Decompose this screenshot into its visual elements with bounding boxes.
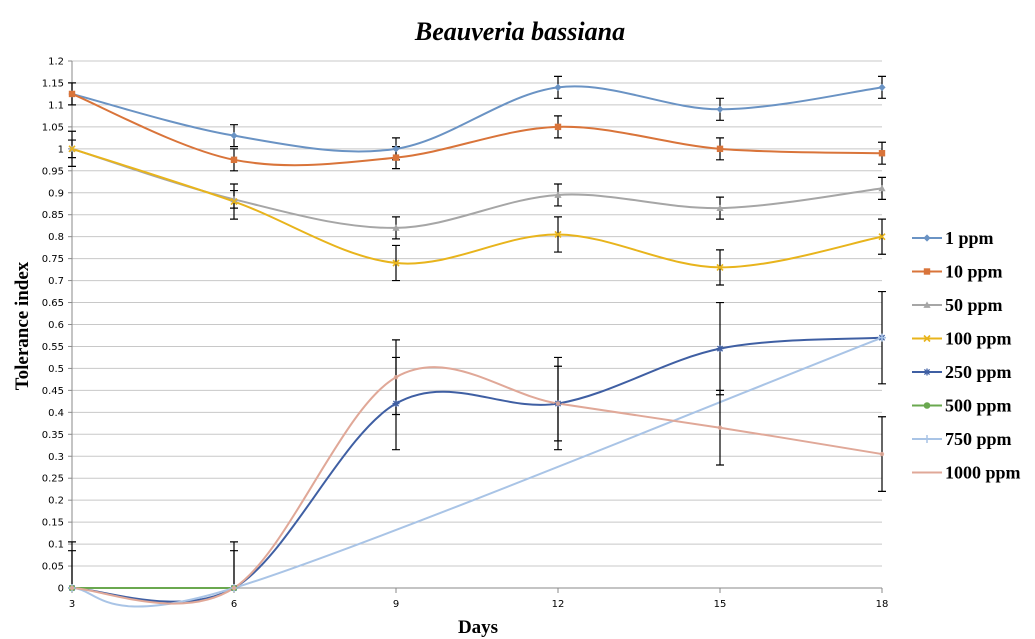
y-tick-label: 0.1: [48, 540, 64, 551]
data-point-100-ppm: [68, 145, 76, 153]
y-tick-label: 0.85: [42, 210, 64, 221]
y-tick-label: 0.55: [42, 342, 64, 353]
x-tick-label: 15: [714, 599, 727, 610]
y-tick-label: 0.45: [42, 386, 64, 397]
legend-label: 1 ppm: [945, 228, 994, 248]
legend-marker-1-ppm: [923, 234, 931, 242]
legend-label: 50 ppm: [945, 295, 1003, 315]
legend-label: 100 ppm: [945, 329, 1012, 349]
y-tick-label: 0.25: [42, 474, 64, 485]
legend-marker-250-ppm: [923, 368, 931, 376]
y-tick-label: 1.1: [48, 100, 64, 111]
data-point-50-ppm: [878, 184, 886, 192]
series-line-1000-ppm: [71, 366, 883, 605]
data-point-1000-ppm: [879, 451, 885, 457]
data-point-1000-ppm: [231, 585, 237, 591]
legend-marker-750-ppm: [923, 435, 931, 443]
data-point-10-ppm: [554, 123, 562, 131]
legend-label: 10 ppm: [945, 262, 1003, 282]
legend-label: 1000 ppm: [945, 463, 1021, 483]
x-tick-label: 9: [393, 599, 399, 610]
legend-marker-500-ppm: [923, 402, 931, 409]
y-tick-label: 0.65: [42, 298, 64, 309]
data-point-10-ppm: [878, 150, 886, 157]
legend: 1 ppm 10 ppm 50 ppm 100 ppm 250 ppm 500 ppm 75…: [912, 228, 1021, 483]
y-tick-label: 0.05: [42, 562, 64, 573]
data-point-100-ppm: [716, 263, 724, 271]
y-tick-label: 0.7: [48, 276, 64, 287]
y-axis-ticks: 0 0.05 0.1 0.15 0.2 0.25 0.3 0.35 0.4 0.45 0.5 0.55…: [42, 57, 72, 595]
error-bar: [68, 550, 76, 589]
series-lines: [71, 85, 883, 608]
legend-label: 250 ppm: [945, 362, 1012, 382]
y-tick-label: 0.5: [48, 364, 64, 375]
legend-marker-100-ppm: [923, 334, 931, 343]
data-point-100-ppm: [392, 259, 400, 267]
y-tick-label: 0.8: [48, 232, 64, 243]
y-tick-label: 0.35: [42, 430, 64, 441]
series-line-750-ppm: [71, 336, 883, 608]
data-point-1000-ppm: [393, 375, 399, 380]
y-tick-label: 0: [58, 584, 64, 595]
legend-marker-10-ppm: [923, 268, 931, 275]
y-tick-label: 1.05: [42, 122, 64, 133]
data-point-100-ppm: [230, 197, 238, 206]
data-point-10-ppm: [716, 145, 724, 153]
y-tick-label: 1.2: [48, 57, 64, 68]
data-points: [68, 83, 886, 592]
data-point-250-ppm: [716, 345, 724, 353]
data-point-1000-ppm: [69, 585, 75, 591]
gridlines: [72, 60, 882, 589]
legend-marker-50-ppm: [923, 301, 931, 308]
series-line-250-ppm: [71, 336, 883, 603]
chart-title: Beauveria bassiana: [414, 17, 625, 46]
y-tick-label: 0.9: [48, 188, 64, 199]
y-tick-label: 1: [58, 144, 64, 155]
y-tick-label: 0.2: [48, 496, 64, 507]
series-line-10-ppm: [71, 93, 883, 167]
x-tick-label: 6: [231, 599, 237, 610]
series-line-1-ppm: [71, 85, 883, 153]
y-tick-label: 0.6: [48, 320, 64, 331]
x-tick-label: 18: [876, 599, 889, 610]
data-point-100-ppm: [878, 233, 886, 241]
data-point-1-ppm: [392, 145, 400, 153]
data-point-10-ppm: [230, 156, 238, 164]
x-axis-label: Days: [458, 617, 498, 638]
data-point-50-ppm: [554, 191, 562, 198]
y-tick-label: 0.95: [42, 166, 64, 177]
y-tick-label: 1.15: [42, 78, 64, 89]
data-point-100-ppm: [554, 230, 562, 239]
x-tick-label: 3: [69, 599, 75, 610]
data-point-1-ppm: [716, 105, 724, 113]
error-bar: [230, 550, 238, 589]
y-tick-label: 0.4: [48, 408, 64, 419]
y-tick-label: 0.15: [42, 518, 64, 529]
data-point-1-ppm: [554, 83, 562, 91]
y-tick-label: 0.3: [48, 452, 64, 463]
data-point-750-ppm: [878, 333, 886, 342]
data-point-50-ppm: [392, 224, 400, 231]
series-line-100-ppm: [71, 147, 883, 269]
data-point-1000-ppm: [717, 425, 723, 430]
x-tick-label: 12: [552, 599, 565, 610]
error-bars: [68, 75, 886, 589]
data-point-10-ppm: [68, 90, 76, 98]
data-point-1000-ppm: [555, 401, 561, 406]
y-tick-label: 0.75: [42, 254, 64, 265]
legend-label: 750 ppm: [945, 429, 1012, 449]
y-axis-label: Tolerance index: [12, 261, 33, 390]
data-point-10-ppm: [392, 154, 400, 161]
data-point-50-ppm: [716, 204, 724, 212]
data-point-1-ppm: [878, 83, 886, 91]
data-point-1-ppm: [230, 132, 238, 140]
legend-label: 500 ppm: [945, 396, 1012, 416]
data-point-250-ppm: [392, 400, 400, 408]
